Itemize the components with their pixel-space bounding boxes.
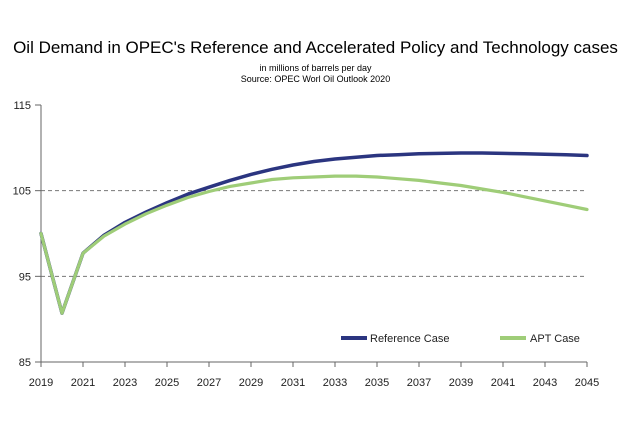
- x-tick-label-2025: 2025: [155, 377, 179, 389]
- chart-subtitle: in millions of barrels per day: [259, 63, 372, 73]
- x-tick-label-2045: 2045: [575, 377, 599, 389]
- x-tick-label-2021: 2021: [71, 377, 95, 389]
- y-tick-label-115: 115: [13, 100, 31, 112]
- x-tick-label-2019: 2019: [29, 377, 53, 389]
- chart-source: Source: OPEC Worl Oil Outlook 2020: [240, 74, 391, 84]
- x-tick-label-2043: 2043: [533, 377, 557, 389]
- x-tick-label-2037: 2037: [407, 377, 431, 389]
- y-tick-label-85: 85: [19, 357, 31, 369]
- x-tick-label-2031: 2031: [281, 377, 305, 389]
- legend-label-apt-case: APT Case: [530, 333, 580, 345]
- x-tick-label-2033: 2033: [323, 377, 347, 389]
- y-tick-label-105: 105: [13, 186, 31, 198]
- legend-label-reference-case: Reference Case: [370, 333, 450, 345]
- chart-title: Oil Demand in OPEC's Reference and Accel…: [13, 38, 618, 57]
- x-tick-label-2041: 2041: [491, 377, 515, 389]
- x-tick-label-2035: 2035: [365, 377, 389, 389]
- x-tick-label-2027: 2027: [197, 377, 221, 389]
- y-tick-label-95: 95: [19, 271, 31, 283]
- series-line-apt-case: [39, 174, 589, 315]
- x-tick-label-2029: 2029: [239, 377, 263, 389]
- x-tick-label-2039: 2039: [449, 377, 473, 389]
- x-tick-label-2023: 2023: [113, 377, 137, 389]
